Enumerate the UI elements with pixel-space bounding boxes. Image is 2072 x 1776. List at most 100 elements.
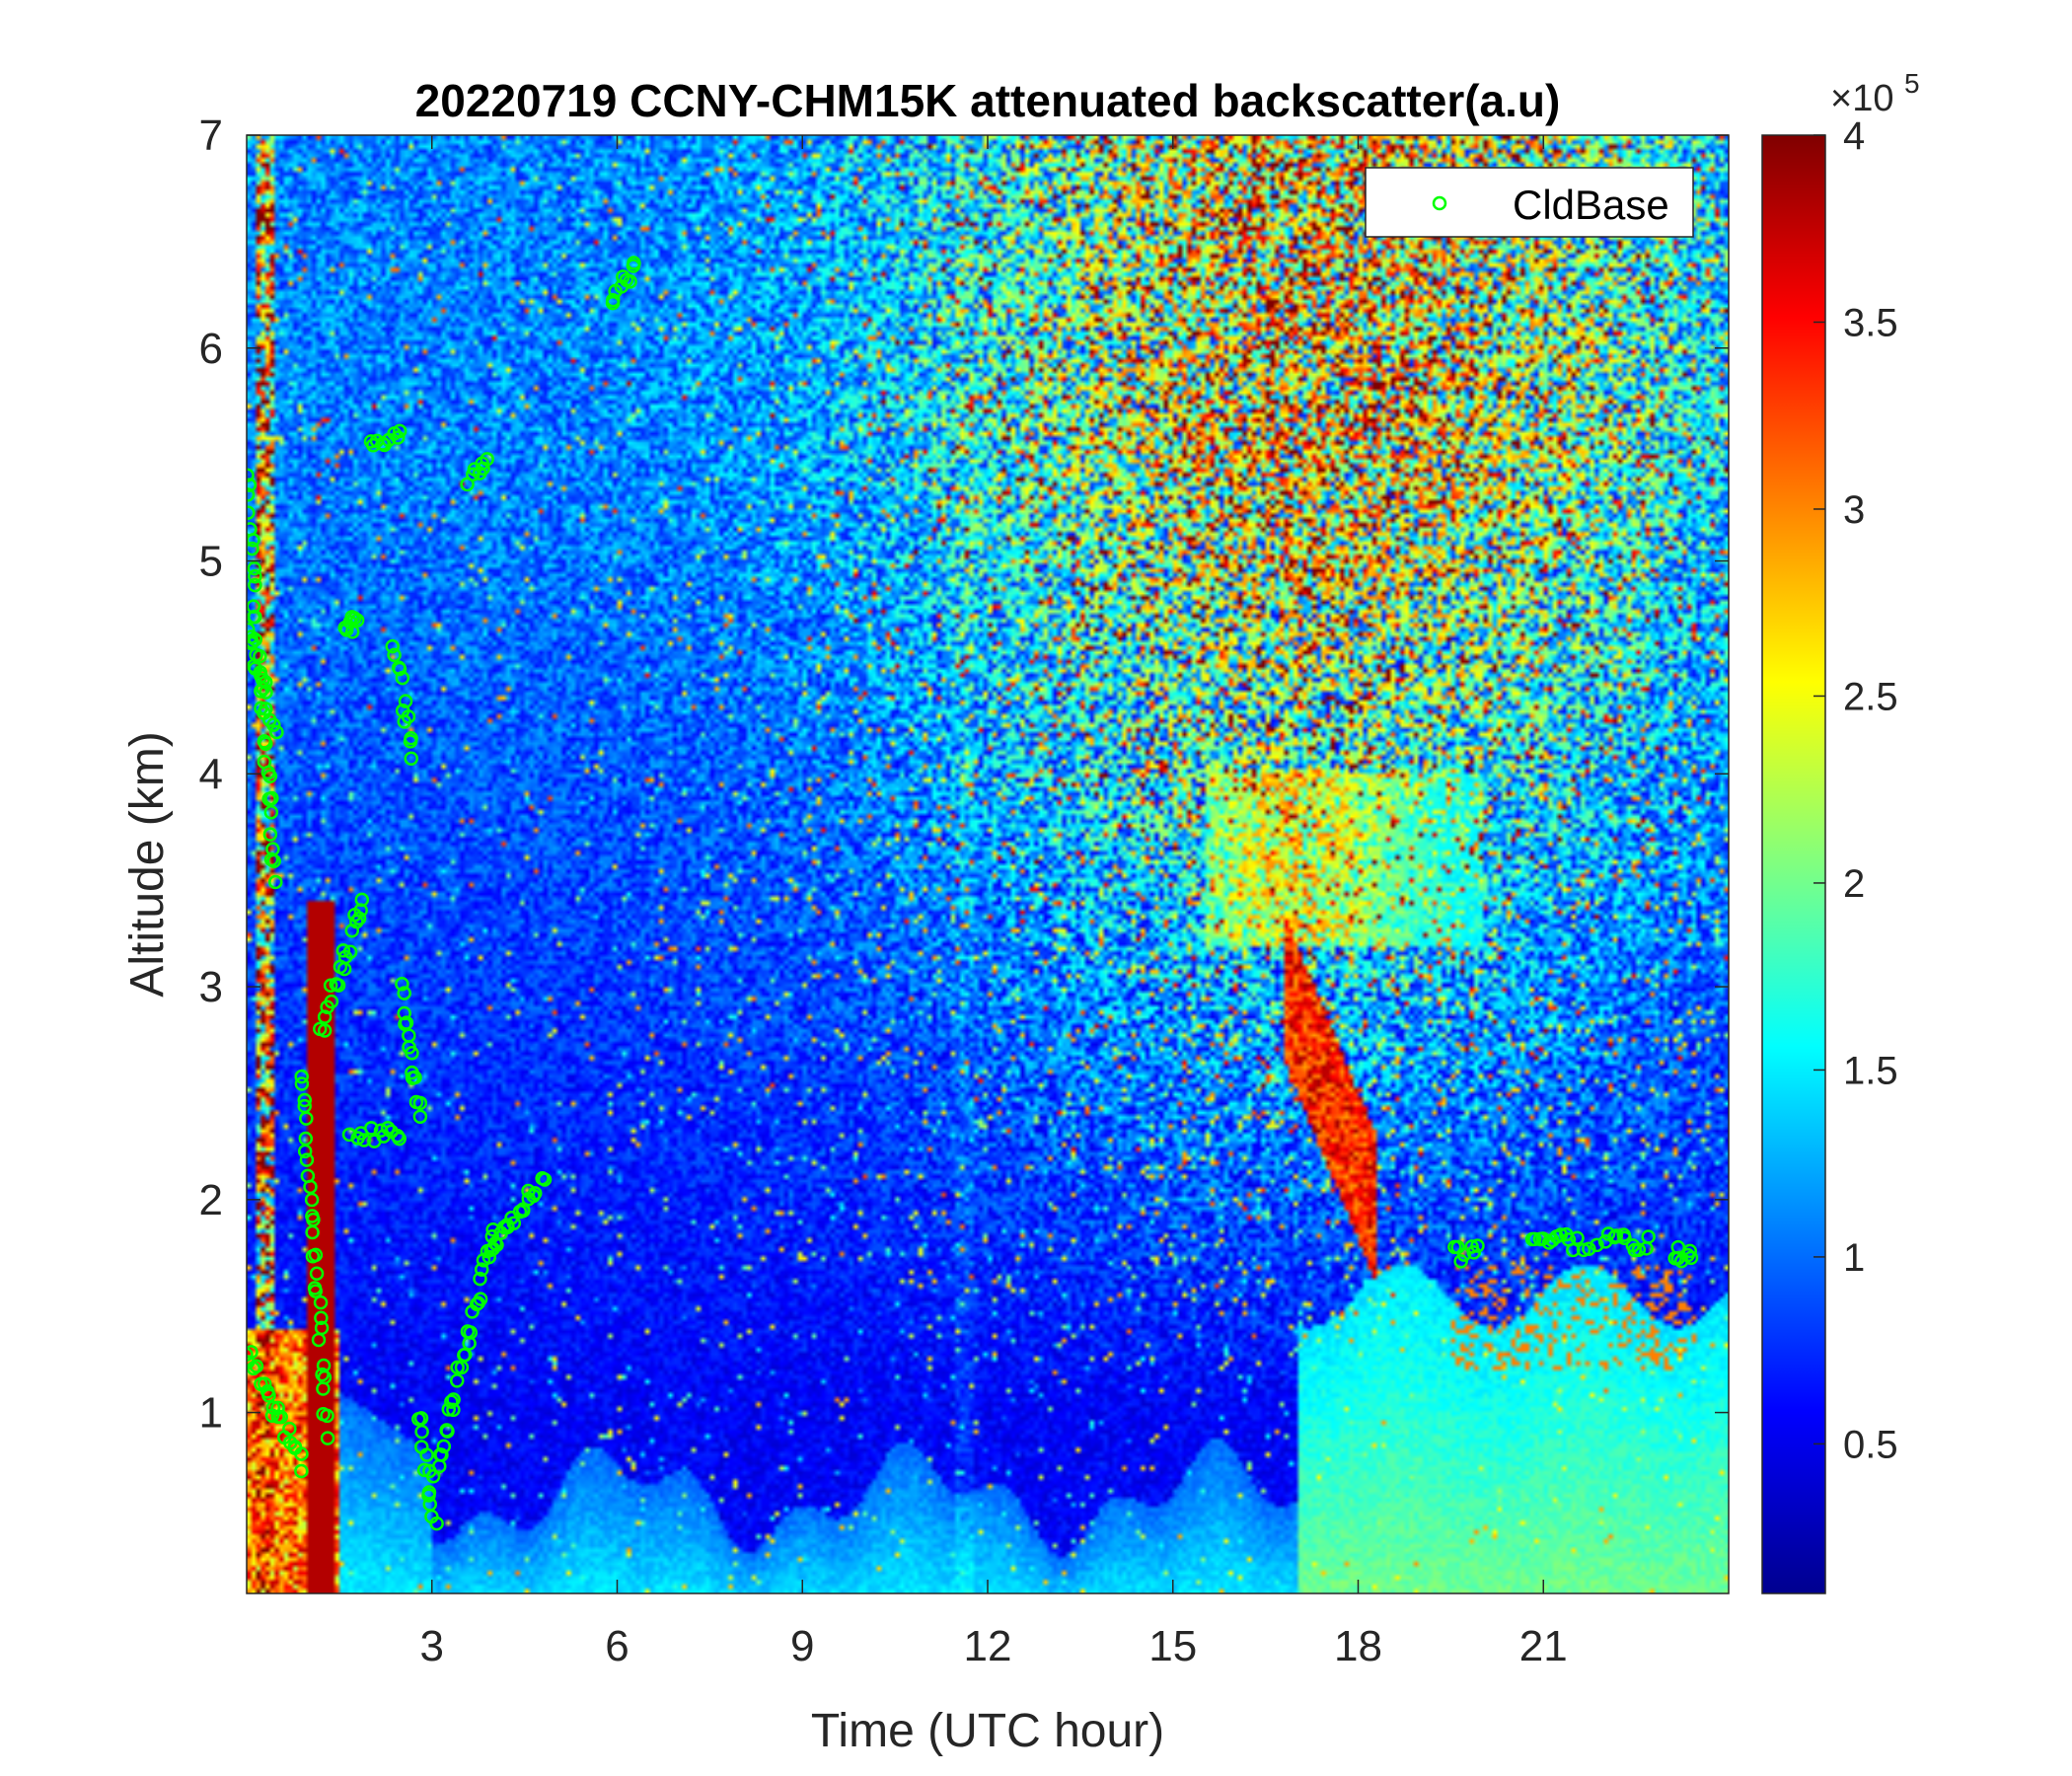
cldbase-point — [264, 790, 279, 806]
cldbase-point — [434, 1447, 449, 1462]
x-tick-label: 3 — [420, 1622, 444, 1670]
cldbase-point — [1641, 1229, 1656, 1244]
cldbase-point — [474, 1262, 489, 1277]
cldbase-point — [537, 1172, 553, 1187]
cldbase-point — [606, 293, 621, 308]
cldbase-point — [294, 1069, 309, 1084]
cldbase-point — [247, 609, 262, 625]
cldbase-point — [398, 694, 413, 708]
cldbase-point — [385, 638, 400, 654]
x-tick-label: 9 — [790, 1622, 814, 1670]
cldbase-point — [323, 978, 338, 994]
cldbase-point — [395, 976, 409, 992]
legend-entry-cldbase: CldBase — [1513, 182, 1669, 228]
colorbar-tick-label: 3.5 — [1843, 301, 1898, 344]
cldbase-point — [413, 1411, 429, 1426]
x-tick-label: 6 — [605, 1622, 629, 1670]
cldbase-point — [297, 1144, 313, 1159]
cldbase-point — [317, 1023, 333, 1038]
cldbase-point — [480, 452, 494, 467]
cldbase-point — [414, 1424, 429, 1440]
cldbase-point — [247, 1345, 259, 1360]
cldbase-point — [268, 874, 283, 890]
cldbase-point — [1470, 1238, 1485, 1253]
cldbase-point — [314, 1310, 329, 1326]
cldbase-point — [1570, 1230, 1585, 1245]
cldbase-point — [1683, 1250, 1699, 1266]
cloud-base-points — [247, 256, 1699, 1531]
cldbase-point — [247, 1347, 254, 1363]
cldbase-point — [313, 1295, 329, 1310]
cldbase-point — [1582, 1241, 1596, 1256]
cldbase-point — [440, 1424, 455, 1439]
cldbase-point — [273, 1409, 288, 1425]
cldbase-point — [449, 1373, 465, 1388]
cldbase-point — [395, 670, 410, 686]
cldbase-point — [397, 986, 411, 1000]
colorbar-tick-label: 4 — [1843, 114, 1865, 158]
cldbase-point — [247, 634, 259, 649]
cldbase-point — [349, 613, 365, 628]
cldbase-point — [473, 1292, 488, 1306]
cldbase-point — [387, 647, 402, 663]
backscatter-heatmap — [247, 135, 1729, 1593]
colorbar-tick-label: 2.5 — [1843, 675, 1898, 718]
cldbase-point — [294, 1076, 310, 1091]
cldbase-point — [262, 769, 278, 784]
x-tick-label: 21 — [1519, 1622, 1568, 1670]
cldbase-point — [324, 994, 339, 1009]
cldbase-point — [527, 1186, 543, 1201]
y-tick-label: 1 — [199, 1389, 223, 1438]
cldbase-point — [248, 569, 262, 584]
cldbase-point — [247, 478, 258, 492]
colorbar-tick-label: 1.5 — [1843, 1049, 1898, 1092]
cldbase-point — [401, 709, 416, 724]
cldbase-point — [320, 1431, 335, 1445]
y-tick-label: 2 — [199, 1176, 223, 1224]
cldbase-point — [351, 911, 367, 926]
colorbar-exponent-power: 5 — [1904, 68, 1920, 99]
cldbase-point — [487, 1235, 503, 1251]
cldbase-point — [305, 1224, 320, 1240]
cldbase-point — [266, 717, 281, 732]
cldbase-point — [466, 467, 481, 482]
cldbase-point — [405, 1045, 419, 1061]
cldbase-point — [316, 1381, 331, 1396]
cldbase-point — [446, 1402, 461, 1418]
cldbase-point — [303, 1179, 318, 1195]
cldbase-point — [320, 1408, 334, 1424]
colorbar — [1761, 134, 1826, 1594]
x-axis: 3 6 9 12 15 18 21 — [420, 135, 1568, 1670]
cldbase-point — [294, 1463, 309, 1479]
y-axis: 1 2 3 4 5 6 7 — [199, 111, 1729, 1438]
y-tick-label: 6 — [199, 325, 223, 373]
x-tick-label: 15 — [1148, 1622, 1197, 1670]
cldbase-point — [309, 1266, 325, 1282]
cldbase-point — [270, 1400, 285, 1416]
colorbar-exponent: ×10 5 — [1830, 68, 1920, 119]
cldbase-point — [481, 1249, 497, 1265]
legend-box — [1365, 167, 1694, 238]
colorbar-exponent-base: ×10 — [1830, 78, 1893, 119]
cldbase-point — [308, 1284, 324, 1298]
cldbase-point — [1590, 1237, 1604, 1253]
y-tick-label: 5 — [199, 538, 223, 586]
cldbase-point — [419, 1447, 434, 1462]
cldbase-point — [380, 1120, 396, 1136]
cldbase-point — [344, 625, 360, 639]
cldbase-point — [259, 685, 273, 700]
cldbase-point — [1631, 1242, 1647, 1257]
cldbase-point — [247, 541, 259, 556]
cldbase-point — [1682, 1243, 1698, 1259]
cldbase-point — [262, 827, 278, 842]
cldbase-point — [463, 1325, 479, 1340]
cldbase-point — [515, 1203, 531, 1219]
cldbase-point — [623, 274, 637, 289]
cldbase-point — [261, 1388, 276, 1403]
colorbar-tick-label: 0.5 — [1843, 1423, 1898, 1466]
legend: CldBase — [1365, 167, 1694, 238]
cldbase-point — [297, 1092, 313, 1108]
x-axis-label: Time (UTC hour) — [811, 1705, 1164, 1757]
cldbase-point — [269, 724, 284, 740]
cldbase-point — [1608, 1228, 1623, 1243]
